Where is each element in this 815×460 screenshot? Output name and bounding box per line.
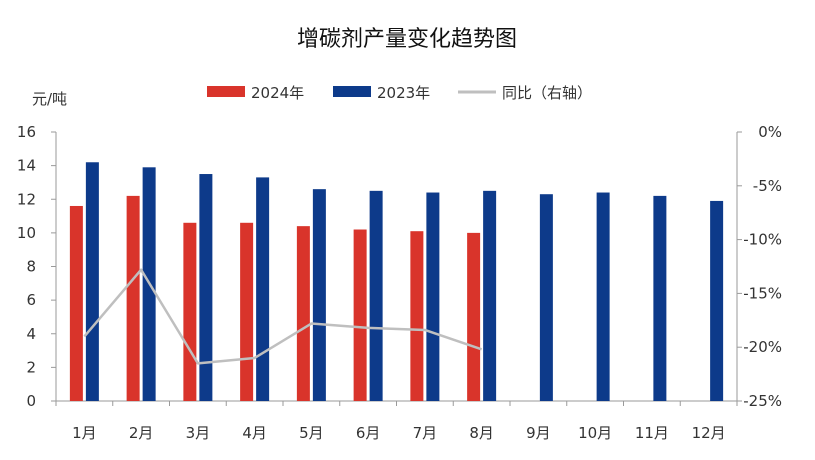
right-axis-tick-label: -10% (743, 231, 782, 249)
x-axis-tick-label: 9月 (526, 424, 551, 442)
x-axis-tick-label: 4月 (242, 424, 267, 442)
bars (69, 162, 724, 401)
bar-2024年-5月 (296, 226, 310, 401)
bar-2024年-2月 (126, 195, 140, 401)
left-axis-tick-label: 16 (17, 123, 36, 141)
legend-label: 同比（右轴） (502, 84, 592, 102)
bar-2024年-4月 (240, 222, 254, 401)
x-axis: 1月 2月 3月 4月 5月 6月 7月 8月 9月 10月 11月 12月 (55, 400, 738, 442)
bar-2023年-12月 (710, 200, 724, 401)
bar-2024年-1月 (69, 205, 83, 401)
bar-2023年-6月 (369, 190, 383, 401)
left-axis-tick-label: 6 (26, 291, 36, 309)
x-axis-tick-label: 2月 (129, 424, 154, 442)
y-axis-label: 元/吨 (32, 90, 67, 108)
chart-title: 增碳剂产量变化趋势图 (297, 27, 517, 52)
x-axis-tick-label: 8月 (469, 424, 494, 442)
legend-swatch (333, 86, 371, 97)
left-axis-tick-label: 12 (17, 190, 36, 208)
left-axis-tick-label: 14 (17, 157, 36, 175)
bar-2023年-11月 (653, 195, 667, 401)
left-axis-tick-label: 2 (26, 358, 36, 376)
yoy-line (83, 268, 483, 365)
line-series-yoy (83, 268, 483, 365)
bar-2023年-5月 (312, 189, 326, 401)
bar-2024年-6月 (353, 229, 367, 401)
bar-2023年-7月 (426, 192, 440, 401)
legend-label: 2024年 (251, 84, 304, 102)
bar-2024年-8月 (467, 232, 481, 401)
bar-2023年-1月 (85, 162, 99, 401)
x-axis-tick-label: 12月 (692, 424, 726, 442)
legend-label: 2023年 (377, 84, 430, 102)
right-axis-tick-label: 0% (758, 123, 782, 141)
bar-2023年-9月 (539, 194, 553, 401)
x-axis-tick-label: 5月 (299, 424, 324, 442)
x-axis-tick-label: 7月 (413, 424, 438, 442)
right-axis: 0% -5% -10% -15% -20% -25% (736, 123, 782, 410)
left-axis-tick-label: 8 (26, 258, 36, 276)
right-axis-tick-label: -25% (743, 392, 782, 410)
right-axis-tick-label: -5% (753, 177, 782, 195)
bar-2023年-10月 (596, 192, 610, 401)
x-axis-tick-label: 3月 (186, 424, 211, 442)
bar-2024年-7月 (410, 231, 424, 401)
legend-swatch (207, 86, 245, 97)
x-axis-tick-label: 6月 (356, 424, 381, 442)
bar-2023年-4月 (256, 177, 270, 401)
bar-2024年-3月 (183, 222, 197, 401)
left-axis-tick-label: 4 (26, 325, 36, 343)
right-axis-tick-label: -20% (743, 338, 782, 356)
legend: 2024年 2023年 同比（右轴） (207, 84, 592, 102)
x-axis-tick-label: 1月 (72, 424, 97, 442)
x-axis-tick-label: 10月 (578, 424, 612, 442)
right-axis-tick-label: -15% (743, 284, 782, 302)
x-axis-tick-label: 11月 (635, 424, 669, 442)
left-axis: 0 2 4 6 8 10 12 14 16 (17, 123, 57, 410)
left-axis-tick-label: 10 (17, 224, 36, 242)
left-axis-tick-label: 0 (26, 392, 36, 410)
bar-2023年-3月 (199, 174, 213, 401)
bar-2023年-8月 (483, 190, 497, 401)
